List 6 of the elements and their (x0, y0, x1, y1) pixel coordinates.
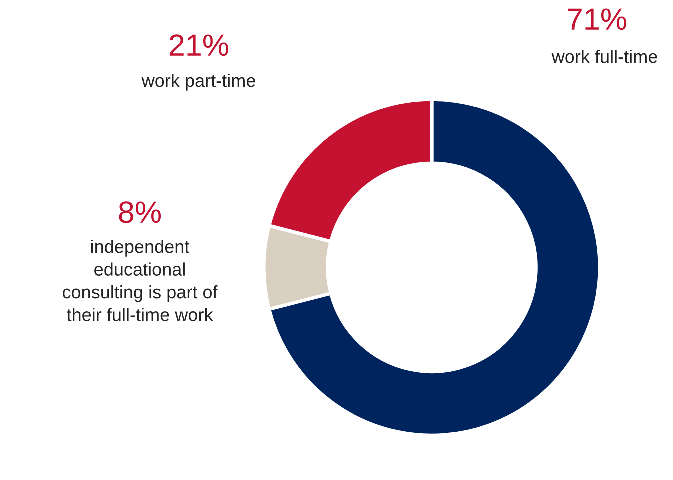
data-label: 71% (568, 8, 626, 30)
slice-label: work part-time (142, 74, 256, 91)
data-label: 8% (119, 202, 161, 224)
slice-label: independent educational consulting is part of their full-time work (62, 240, 218, 322)
data-label: 21% (170, 34, 228, 56)
slice-label: work full-time (552, 50, 658, 64)
